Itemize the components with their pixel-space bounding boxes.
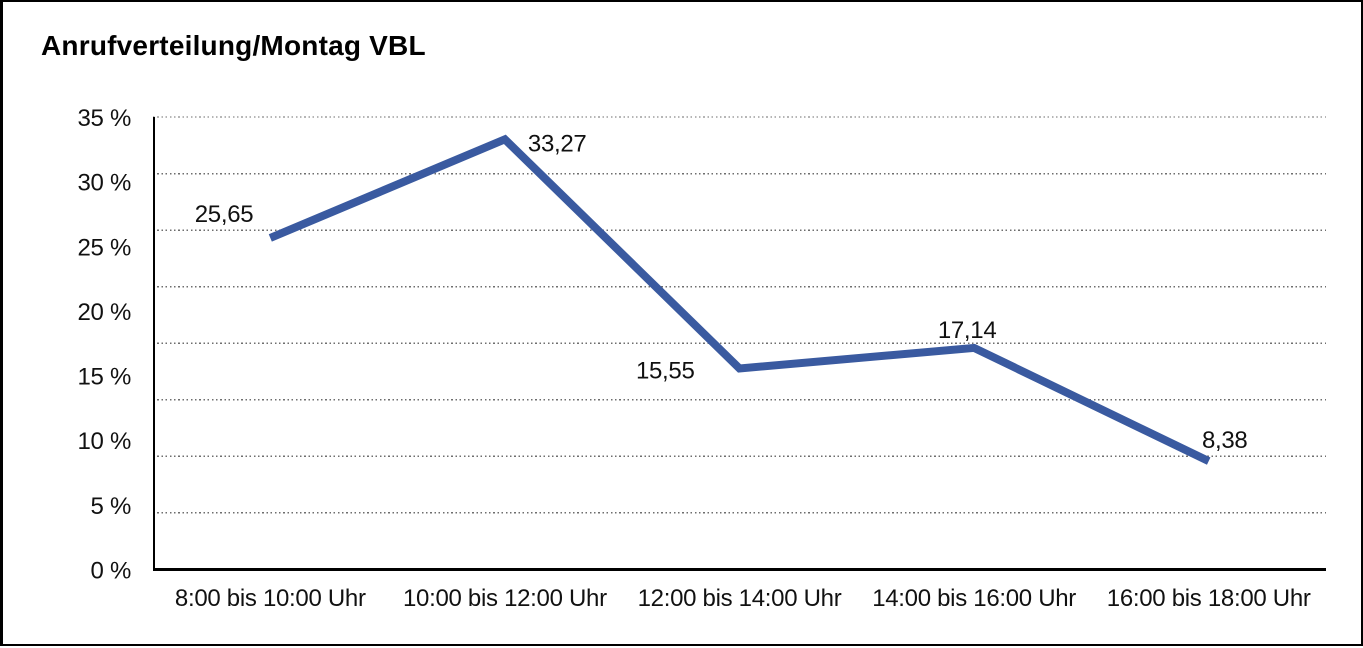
data-point-label: 8,38 bbox=[1202, 427, 1248, 454]
y-tick-label: 25 % bbox=[77, 234, 131, 261]
x-category-label: 10:00 bis 12:00 Uhr bbox=[403, 585, 607, 612]
y-tick-label: 20 % bbox=[77, 299, 131, 326]
data-line bbox=[268, 134, 1211, 465]
data-point-label: 33,27 bbox=[528, 130, 587, 157]
y-tick-label: 5 % bbox=[91, 493, 131, 520]
y-tick-label: 30 % bbox=[77, 170, 131, 197]
data-point-label: 25,65 bbox=[195, 201, 254, 228]
x-category-label: 14:00 bis 16:00 Uhr bbox=[872, 585, 1076, 612]
y-tick-label: 35 % bbox=[77, 105, 131, 132]
data-point-label: 17,14 bbox=[938, 317, 997, 344]
x-category-label: 12:00 bis 14:00 Uhr bbox=[638, 585, 842, 612]
y-tick-label: 0 % bbox=[91, 558, 131, 585]
line-chart-canvas: 0 % 5 % 10 % 15 % 20 % 25 % 30 % 35 % 8:00 bis 1… bbox=[77, 105, 1326, 612]
y-tick-label: 10 % bbox=[77, 428, 131, 455]
x-category-label: 16:00 bis 18:00 Uhr bbox=[1107, 585, 1311, 612]
y-tick-label: 15 % bbox=[77, 364, 131, 391]
data-point-label: 15,55 bbox=[636, 357, 695, 384]
chart-title: Anrufverteilung/Montag VBL bbox=[41, 30, 426, 61]
x-category-label: 8:00 bis 10:00 Uhr bbox=[175, 585, 366, 612]
